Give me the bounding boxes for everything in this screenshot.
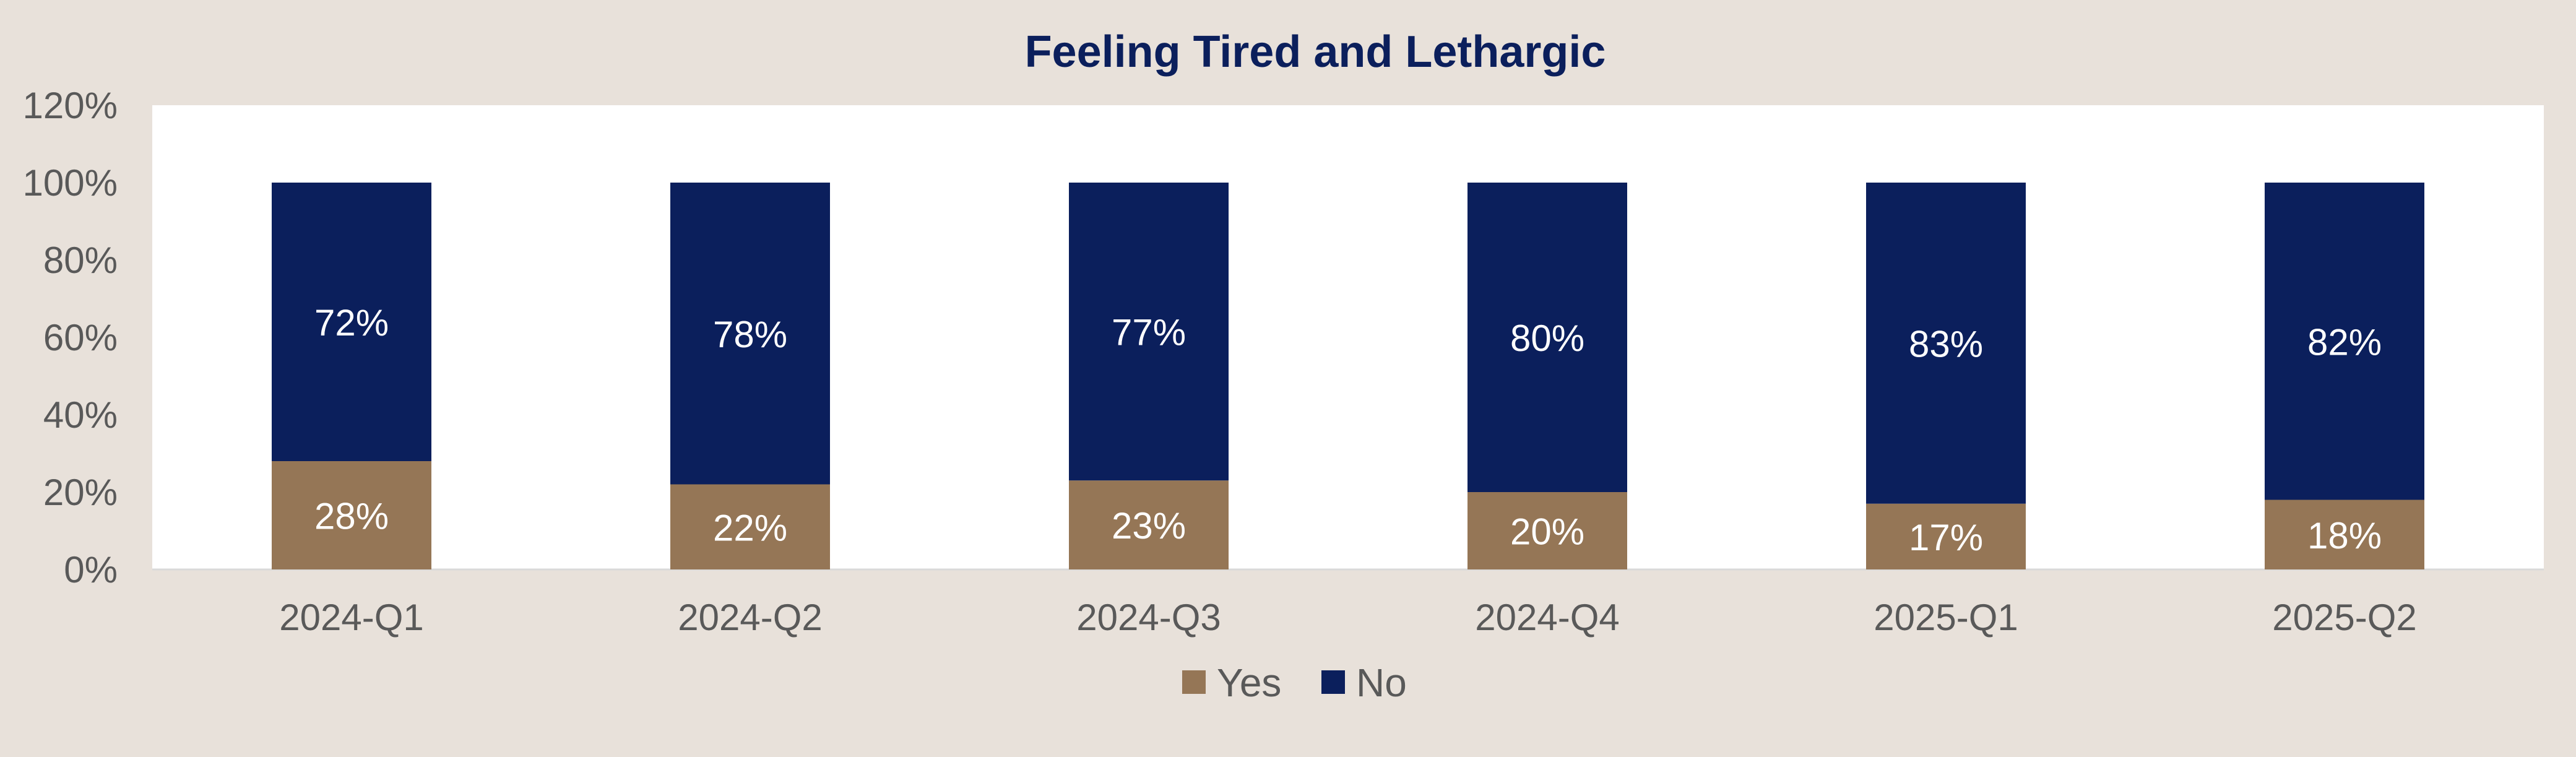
- data-label-yes-2024-q3: 23%: [1112, 505, 1186, 547]
- bar-no-2024-q2: [670, 183, 830, 485]
- legend-label-no: No: [1356, 660, 1407, 705]
- data-label-yes-2024-q1: 28%: [314, 496, 389, 537]
- x-tick-label: 2024-Q2: [678, 597, 823, 638]
- bars: 28% 72% 22% 78% 23% 77% 20% 80% 17% 83% 18% 82%: [272, 183, 2424, 569]
- y-tick-label: 40%: [43, 394, 118, 436]
- data-label-yes-2025-q1: 17%: [1909, 517, 1983, 558]
- data-label-yes-2024-q2: 22%: [713, 507, 787, 548]
- bar-no-2024-q4: [1467, 183, 1627, 492]
- legend: Yes No: [1182, 660, 1407, 705]
- y-tick-label: 0%: [64, 549, 118, 590]
- bar-yes-2024-q2: [670, 484, 830, 569]
- bar-yes-2024-q4: [1467, 492, 1627, 569]
- plot-area: [152, 105, 2544, 569]
- x-tick-label: 2025-Q2: [2272, 597, 2417, 638]
- x-tick-label: 2025-Q1: [1874, 597, 2018, 638]
- bar-yes-2025-q2: [2265, 500, 2424, 569]
- y-tick-label: 80%: [43, 240, 118, 281]
- data-label-no-2024-q4: 80%: [1510, 318, 1584, 359]
- x-tick-label: 2024-Q4: [1475, 597, 1620, 638]
- legend-label-yes: Yes: [1217, 660, 1281, 705]
- bar-no-2025-q1: [1866, 183, 2026, 504]
- bar-yes-2024-q1: [272, 461, 431, 569]
- bar-yes-2025-q1: [1866, 503, 2026, 569]
- y-tick-label: 20%: [43, 472, 118, 513]
- x-tick-label: 2024-Q1: [279, 597, 424, 638]
- data-label-no-2025-q2: 82%: [2307, 321, 2382, 363]
- y-tick-label: 100%: [23, 162, 118, 204]
- data-label-no-2024-q2: 78%: [713, 314, 787, 355]
- bar-no-2025-q2: [2265, 183, 2424, 500]
- data-label-no-2025-q1: 83%: [1909, 323, 1983, 365]
- x-axis: 2024-Q1 2024-Q2 2024-Q3 2024-Q4 2025-Q1 2025-…: [279, 597, 2417, 638]
- y-tick-label: 60%: [43, 317, 118, 358]
- legend-swatch-yes: [1182, 670, 1206, 694]
- x-tick-label: 2024-Q3: [1076, 597, 1221, 638]
- chart-title: Feeling Tired and Lethargic: [1025, 27, 1606, 77]
- data-label-yes-2024-q4: 20%: [1510, 511, 1584, 553]
- data-label-no-2024-q3: 77%: [1112, 312, 1186, 353]
- y-tick-label: 120%: [23, 85, 118, 126]
- y-axis: 0% 20% 40% 60% 80% 100% 120%: [23, 85, 118, 590]
- data-label-no-2024-q1: 72%: [314, 302, 389, 344]
- legend-swatch-no: [1321, 670, 1345, 694]
- bar-no-2024-q3: [1069, 183, 1229, 481]
- bar-yes-2024-q3: [1069, 480, 1229, 569]
- data-label-yes-2025-q2: 18%: [2307, 515, 2382, 556]
- bar-no-2024-q1: [272, 183, 431, 461]
